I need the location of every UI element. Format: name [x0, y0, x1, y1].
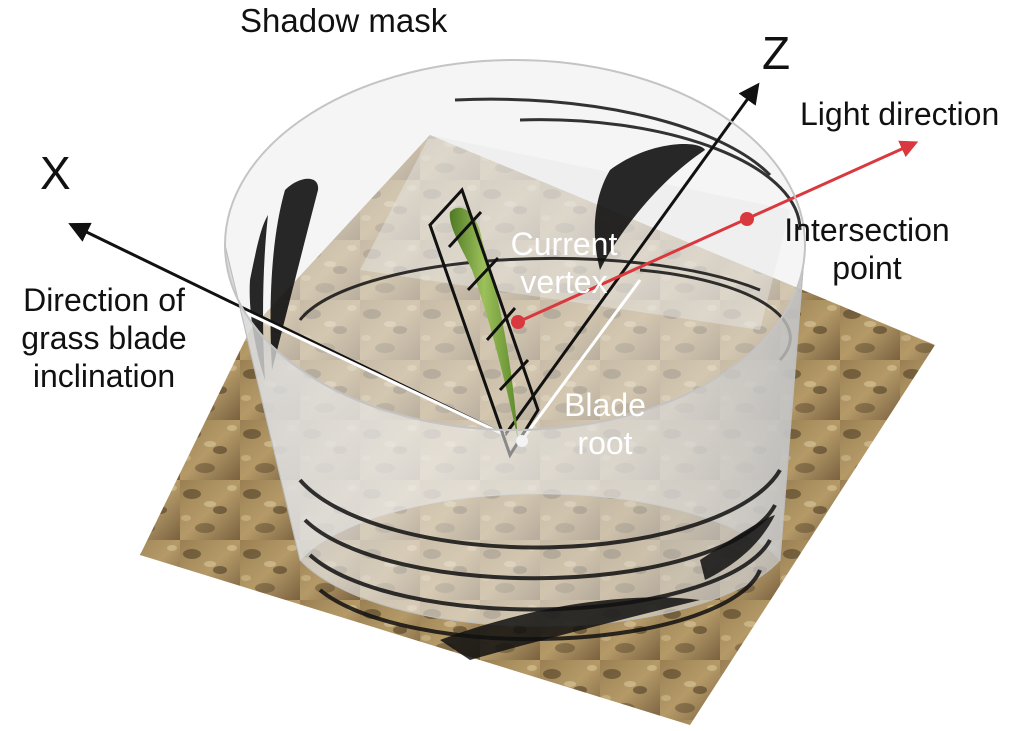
intersection-point-label: Intersection point — [775, 212, 959, 288]
inclination-line-3: inclination — [32, 357, 176, 394]
light-direction-label: Light direction — [800, 96, 1000, 132]
z-axis-label: Z — [762, 27, 791, 79]
inner-plane — [360, 135, 790, 330]
current-vertex-line-1: Current — [510, 226, 618, 262]
inclination-line — [229, 303, 506, 437]
shadow-streaks-front — [440, 515, 775, 660]
inclination-label: Direction of grass blade inclination — [4, 282, 204, 395]
shadow-mask-label: Shadow mask — [240, 2, 448, 39]
light-ray — [517, 140, 919, 324]
x-axis-label: X — [40, 147, 71, 199]
blade-root-label: Blade root — [555, 387, 655, 463]
grass-blade — [428, 187, 540, 459]
cylinder-top-rim — [224, 59, 806, 431]
blade-root-line-2: root — [577, 424, 633, 461]
shadow-streaks-back — [249, 144, 705, 380]
current-vertex-line-2: vertex — [520, 263, 608, 300]
inclination-line-2: grass blade — [21, 319, 187, 356]
root-to-vertex-line — [520, 279, 642, 441]
intersection-point-line-2: point — [832, 249, 902, 286]
intersection-point-marker — [740, 212, 754, 226]
blade-root-line-1: Blade — [564, 387, 646, 423]
intersection-point-line-1: Intersection — [784, 212, 950, 248]
inclination-line-1: Direction of — [23, 282, 185, 318]
current-vertex-point — [511, 315, 525, 329]
z-axis — [503, 82, 760, 436]
current-vertex-label: Current vertex — [500, 226, 628, 302]
